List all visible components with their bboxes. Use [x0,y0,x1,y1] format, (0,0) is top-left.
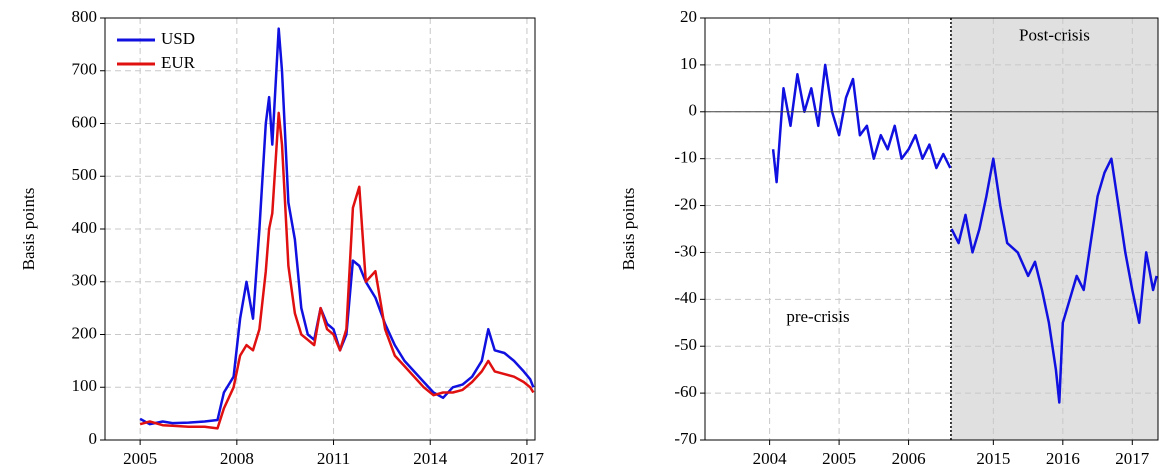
x-tick-label: 2006 [892,449,926,468]
y-tick-label: -40 [674,288,697,307]
y-tick-label: -60 [674,382,697,401]
y-tick-label: -30 [674,241,697,260]
x-tick-label: 2017 [1115,449,1150,468]
region-label: Post-crisis [1019,26,1090,45]
shaded-region [950,18,1158,440]
y-tick-label: -20 [674,194,697,213]
y-tick-label: 300 [72,271,98,290]
y-tick-label: 800 [72,7,98,26]
y-axis-label: Basis points [619,188,638,271]
x-tick-label: 2011 [317,449,350,468]
y-tick-label: 100 [72,376,98,395]
legend-label: EUR [161,53,196,72]
x-tick-label: 2008 [220,449,254,468]
y-tick-label: 20 [680,7,697,26]
legend-label: USD [161,29,195,48]
region-label: pre-crisis [786,307,849,326]
y-tick-label: 0 [689,101,698,120]
y-tick-label: 600 [72,112,98,131]
x-tick-label: 2015 [976,449,1010,468]
y-tick-label: -70 [674,429,697,448]
y-tick-label: 400 [72,218,98,237]
x-tick-label: 2005 [822,449,856,468]
x-tick-label: 2016 [1046,449,1080,468]
x-tick-label: 2005 [123,449,157,468]
line [950,157,1158,404]
x-tick-label: 2004 [753,449,788,468]
line [139,27,535,426]
y-axis-label: Basis points [19,188,38,271]
y-tick-label: 700 [72,60,98,79]
y-tick-label: 0 [89,429,98,448]
plot-frame [704,17,1159,441]
x-tick-label: 2017 [510,449,545,468]
y-tick-label: 500 [72,165,98,184]
line [771,63,952,184]
x-tick-label: 2014 [413,449,448,468]
y-tick-label: 200 [72,323,98,342]
y-tick-label: 10 [680,54,697,73]
plot-frame [104,17,536,441]
y-tick-label: -10 [674,148,697,167]
y-tick-label: -50 [674,335,697,354]
line [139,111,535,430]
